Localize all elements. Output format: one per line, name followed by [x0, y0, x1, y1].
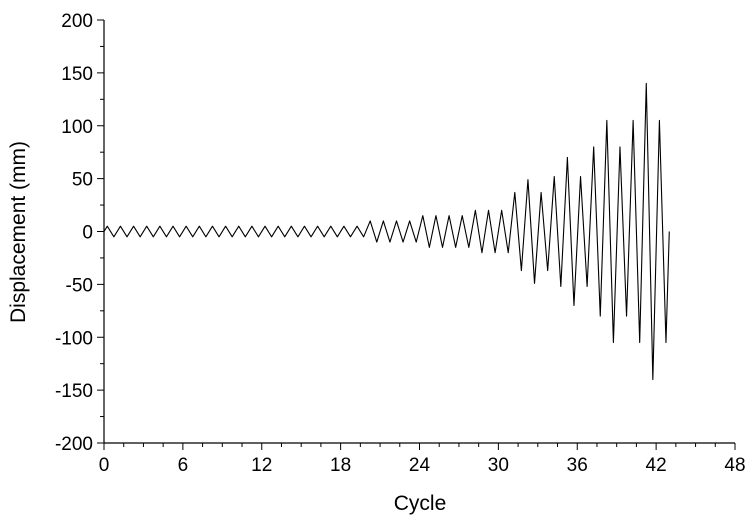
- y-tick-label: -150: [55, 381, 93, 402]
- x-tick-label: 24: [409, 455, 431, 476]
- y-tick-label: 100: [61, 117, 93, 138]
- x-tick-label: 0: [99, 455, 110, 476]
- y-tick-label: -200: [55, 434, 93, 455]
- x-tick-label: 30: [488, 455, 509, 476]
- x-axis-label: Cycle: [394, 492, 447, 515]
- displacement-series-line: [103, 82, 670, 381]
- x-tick-label: 42: [646, 455, 667, 476]
- tick-labels: 0 6 12 18 24 30 36 42 48 200 150 100 50 0 -50 -100 -150 -…: [55, 11, 746, 476]
- y-tick-label: 150: [61, 64, 93, 85]
- x-tick-label: 48: [724, 455, 745, 476]
- x-tick-label: 36: [567, 455, 588, 476]
- ticks: [97, 19, 736, 450]
- y-tick-label: -100: [55, 328, 93, 349]
- x-tick-label: 12: [251, 455, 272, 476]
- y-tick-label: -50: [66, 275, 93, 296]
- x-tick-label: 18: [330, 455, 351, 476]
- y-axis-label: Displacement (mm): [7, 141, 30, 323]
- axes: [103, 20, 735, 444]
- y-tick-label: 50: [72, 170, 93, 191]
- y-tick-label: 200: [61, 11, 93, 32]
- x-tick-label: 6: [178, 455, 189, 476]
- y-tick-label: 0: [82, 223, 93, 244]
